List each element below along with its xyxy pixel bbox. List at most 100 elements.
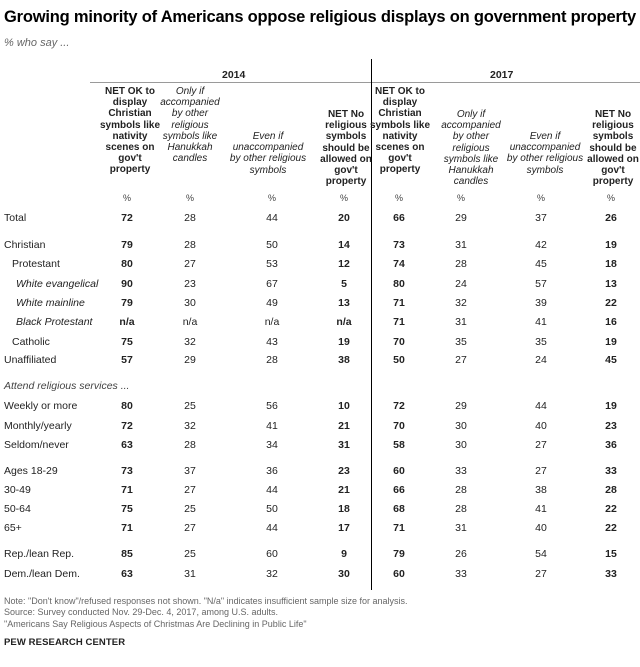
cell-2014-65-col4: 17 — [338, 522, 350, 534]
cell-2014-dem-lean-dem-col3: 32 — [266, 568, 278, 580]
cell-2017-dem-lean-dem-col4: 33 — [605, 568, 617, 580]
cell-2017-christian-col4: 19 — [605, 239, 617, 251]
cell-2014-catholic-col4: 19 — [338, 336, 350, 348]
row-label-catholic: Catholic — [12, 336, 50, 348]
cell-2017-rep-lean-rep-col1: 79 — [393, 548, 405, 560]
cell-2017-rep-lean-rep-col3: 54 — [535, 548, 547, 560]
cell-2017-white-evangelical-col1: 80 — [393, 278, 405, 290]
cell-2014-weekly-or-more-col2: 25 — [184, 400, 196, 412]
cell-2014-total-col1: 72 — [121, 212, 133, 224]
cell-2014-65-col3: 44 — [266, 522, 278, 534]
cell-2017-monthly-yearly-col4: 23 — [605, 420, 617, 432]
cell-2014-ages-18-29-col3: 36 — [266, 465, 278, 477]
cell-2017-catholic-col1: 70 — [393, 336, 405, 348]
cell-2017-50-64-col3: 41 — [535, 503, 547, 515]
cell-2014-50-64-col4: 18 — [338, 503, 350, 515]
unit-label: % — [456, 193, 466, 203]
notes-block: Note: "Don't know"/refused responses not… — [4, 596, 408, 630]
note-text: Note: "Don't know"/refused responses not… — [4, 596, 408, 606]
cell-2014-black-protestant-col1: n/a — [119, 316, 135, 328]
cell-2017-weekly-or-more-col3: 44 — [535, 400, 547, 412]
cell-2017-protestant-col2: 28 — [455, 258, 467, 270]
cell-2014-black-protestant-col3: n/a — [264, 316, 280, 328]
row-label-white-evangelical: White evangelical — [16, 278, 99, 290]
cell-2017-black-protestant-col2: 31 — [455, 316, 467, 328]
cell-2017-white-mainline-col3: 39 — [535, 297, 547, 309]
cell-2014-dem-lean-dem-col4: 30 — [338, 568, 350, 580]
cell-2017-50-64-col2: 28 — [455, 503, 467, 515]
cell-2014-catholic-col2: 32 — [184, 336, 196, 348]
row-label-christian: Christian — [4, 239, 46, 251]
cell-2014-protestant-col2: 27 — [184, 258, 196, 270]
cell-2017-monthly-yearly-col3: 40 — [535, 420, 547, 432]
cell-2014-rep-lean-rep-col1: 85 — [121, 548, 133, 560]
cell-2017-65-col2: 31 — [455, 522, 467, 534]
cell-2014-weekly-or-more-col4: 10 — [338, 400, 350, 412]
unit-label: % — [122, 193, 132, 203]
cell-2014-ages-18-29-col1: 73 — [121, 465, 133, 477]
cell-2017-50-64-col4: 22 — [605, 503, 617, 515]
cell-2017-weekly-or-more-col1: 72 — [393, 400, 405, 412]
cell-2014-white-evangelical-col1: 90 — [121, 278, 133, 290]
cell-2017-total-col1: 66 — [393, 212, 405, 224]
cell-2017-total-col4: 26 — [605, 212, 617, 224]
cell-2014-christian-col3: 50 — [266, 239, 278, 251]
cell-2014-christian-col4: 14 — [338, 239, 350, 251]
cell-2014-white-mainline-col1: 79 — [121, 297, 133, 309]
row-label-white-mainline: White mainline — [16, 297, 85, 309]
cell-2017-ages-18-29-col2: 33 — [455, 465, 467, 477]
cell-2014-protestant-col3: 53 — [266, 258, 278, 270]
col-head-2014-accompanied: Only if accompanied by other religious s… — [160, 86, 220, 165]
row-label-50-64: 50-64 — [4, 503, 31, 515]
cell-2017-protestant-col4: 18 — [605, 258, 617, 270]
cell-2017-65-col1: 71 — [393, 522, 405, 534]
cell-2017-seldom-never-col2: 30 — [455, 439, 467, 451]
cell-2014-50-64-col2: 25 — [184, 503, 196, 515]
cell-2017-white-evangelical-col4: 13 — [605, 278, 617, 290]
cell-2014-christian-col2: 28 — [184, 239, 196, 251]
pew-brand: PEW RESEARCH CENTER — [4, 637, 126, 648]
year-2017-header: 2017 — [490, 69, 514, 81]
col-head-2017-accompanied: Only if accompanied by other religious s… — [441, 109, 501, 188]
cell-2014-total-col3: 44 — [266, 212, 278, 224]
cell-2017-catholic-col2: 35 — [455, 336, 467, 348]
cell-2014-50-64-col1: 75 — [121, 503, 133, 515]
row-label-weekly-or-more: Weekly or more — [4, 400, 78, 412]
cell-2014-white-mainline-col3: 49 — [266, 297, 278, 309]
year-2014-header: 2014 — [222, 69, 246, 81]
chart-title: Growing minority of Americans oppose rel… — [4, 8, 636, 26]
cell-2017-monthly-yearly-col1: 70 — [393, 420, 405, 432]
cell-2014-white-evangelical-col4: 5 — [341, 278, 347, 290]
cell-2017-christian-col3: 42 — [535, 239, 547, 251]
cell-2017-seldom-never-col1: 58 — [393, 439, 405, 451]
cell-2017-white-evangelical-col3: 57 — [535, 278, 547, 290]
cell-2014-dem-lean-dem-col1: 63 — [121, 568, 133, 580]
cell-2017-christian-col2: 31 — [455, 239, 467, 251]
col-head-2017-unaccompanied: Even if unaccompanied by other religious… — [506, 131, 584, 176]
cell-2014-monthly-yearly-col1: 72 — [121, 420, 133, 432]
cell-2017-unaffiliated-col2: 27 — [455, 354, 467, 366]
year-separator-line — [371, 59, 372, 590]
row-label-protestant: Protestant — [12, 258, 60, 270]
cell-2014-seldom-never-col3: 34 — [266, 439, 278, 451]
report-title-text: "Americans Say Religious Aspects of Chri… — [4, 618, 307, 629]
row-label-ages-18-29: Ages 18-29 — [4, 465, 58, 477]
section-header-attend: Attend religious services ... — [4, 380, 130, 392]
row-label-black-protestant: Black Protestant — [16, 316, 93, 328]
cell-2017-30-49-col4: 28 — [605, 484, 617, 496]
row-label-65: 65+ — [4, 522, 22, 534]
cell-2014-seldom-never-col4: 31 — [338, 439, 350, 451]
cell-2017-white-mainline-col1: 71 — [393, 297, 405, 309]
col-head-2014-net-no: NET No religious symbols should be allow… — [320, 109, 372, 188]
unit-label: % — [536, 193, 546, 203]
col-head-2017-net-no: NET No religious symbols should be allow… — [587, 109, 639, 188]
cell-2014-monthly-yearly-col2: 32 — [184, 420, 196, 432]
cell-2017-seldom-never-col3: 27 — [535, 439, 547, 451]
cell-2017-65-col4: 22 — [605, 522, 617, 534]
cell-2014-protestant-col1: 80 — [121, 258, 133, 270]
cell-2017-black-protestant-col3: 41 — [535, 316, 547, 328]
cell-2017-white-evangelical-col2: 24 — [455, 278, 467, 290]
cell-2017-white-mainline-col2: 32 — [455, 297, 467, 309]
cell-2014-30-49-col2: 27 — [184, 484, 196, 496]
cell-2017-dem-lean-dem-col3: 27 — [535, 568, 547, 580]
